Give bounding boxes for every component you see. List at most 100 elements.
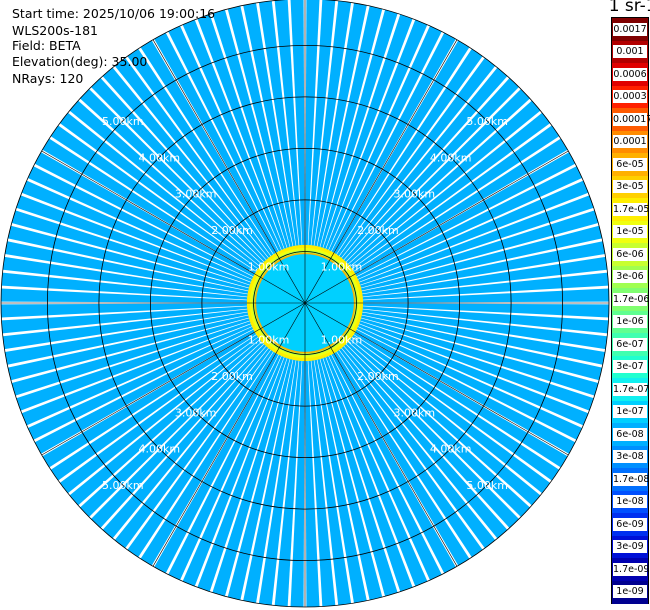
ray-wedge xyxy=(305,125,560,303)
ray-wedge xyxy=(305,241,606,303)
colorbar-tick-label: 3e-09 xyxy=(613,540,647,554)
start-time: Start time: 2025/10/06 19:00:16 xyxy=(12,6,216,21)
ray-wedge xyxy=(2,303,305,350)
ray-wedge xyxy=(197,14,305,303)
colorbar-tick-label: 1e-09 xyxy=(613,585,647,599)
ppi-plot: 1.00km 1.00km 1.00km 1.00km 2.00km 2.00km 2.00… xyxy=(0,0,610,608)
azimuth-spoke xyxy=(152,302,306,567)
ray-wedge xyxy=(305,100,541,304)
colorbar-tick-label: 1.7e-08 xyxy=(613,472,650,486)
ray-wedge xyxy=(274,0,305,303)
ray-wedge xyxy=(50,125,305,303)
ray-wedge xyxy=(258,303,305,606)
range-labels: 1.00km 1.00km 1.00km 1.00km 2.00km 2.00km 2.00… xyxy=(102,115,508,492)
ray-wedge xyxy=(305,0,336,303)
ray-wedge xyxy=(11,303,305,396)
ray-wedge xyxy=(59,112,306,303)
ray-wedge xyxy=(91,78,305,303)
azimuth-spoke xyxy=(304,39,458,304)
ray-wedge xyxy=(4,303,305,365)
range-ring-label: 5.00km xyxy=(466,115,508,128)
ray-wedge xyxy=(1,303,305,318)
ray-wedge xyxy=(305,303,336,607)
ray-wedge xyxy=(305,256,608,303)
range-ring-label: 3.00km xyxy=(175,188,217,201)
ray-wedge xyxy=(16,303,305,411)
ray-wedge xyxy=(69,303,306,506)
ray-wedge xyxy=(102,67,306,304)
ray-wedge xyxy=(305,288,609,303)
ray-wedge xyxy=(243,2,305,303)
ray-wedge xyxy=(7,225,305,303)
ray-wedge xyxy=(243,303,305,604)
ray-wedge xyxy=(114,303,305,549)
colorbar-tick-label: 6e-06 xyxy=(613,247,647,261)
range-ring-label: 1.00km xyxy=(248,333,290,346)
ray-wedge xyxy=(305,210,599,303)
ray-wedge xyxy=(305,0,352,303)
ray-wedge xyxy=(305,89,530,303)
ray-wedge xyxy=(258,0,305,303)
range-ring-label: 4.00km xyxy=(139,443,181,456)
ray-wedge xyxy=(305,303,496,549)
range-ring-label: 3.00km xyxy=(394,188,436,201)
ray-wedge xyxy=(114,57,305,304)
ray-wedge xyxy=(305,303,483,558)
colorbar-tick-label: 1.7e-07 xyxy=(613,382,650,396)
ray-wedge xyxy=(305,303,609,334)
ray-wedge xyxy=(305,0,320,303)
ray-wedge xyxy=(305,303,352,606)
colorbar: 0.0017 0.001 0.0006 0.0003 0.00017 0.0001 6e-0… xyxy=(611,17,650,604)
azimuth-spoke xyxy=(304,302,458,567)
ray-wedge xyxy=(102,303,306,539)
azimuth-spoke xyxy=(304,302,569,456)
colorbar-tick-label: 3e-08 xyxy=(613,450,647,464)
range-ring-label: 4.00km xyxy=(430,443,472,456)
range-ring-label: 2.00km xyxy=(211,370,253,383)
ray-wedge xyxy=(91,303,305,528)
ray-wedge xyxy=(305,303,599,396)
colorbar-tick-label: 0.0017 xyxy=(613,22,647,36)
ray-wedge xyxy=(1,288,305,303)
range-ring-label: 5.00km xyxy=(102,115,144,128)
range-ring-label: 2.00km xyxy=(357,224,399,237)
ray-wedge xyxy=(305,303,603,381)
ray-wedge xyxy=(16,195,305,303)
ray-wedge xyxy=(305,303,606,365)
range-ring-label: 3.00km xyxy=(175,406,217,419)
ray-wedge xyxy=(305,57,496,304)
ray-wedge xyxy=(305,14,413,303)
colorbar-tick-label: 0.0006 xyxy=(613,67,647,81)
colorbar-tick-label: 6e-08 xyxy=(613,427,647,441)
ray-wedge xyxy=(127,48,305,303)
elevation: Elevation(deg): 35.00 xyxy=(12,54,148,69)
field-name: Field: BETA xyxy=(12,38,81,53)
range-grid xyxy=(0,0,610,608)
range-ring-label: 1.00km xyxy=(321,261,363,274)
ray-wedge xyxy=(305,303,551,494)
ray-wedge xyxy=(305,303,383,601)
colorbar-tick-label: 1e-05 xyxy=(613,225,647,239)
ray-wedge xyxy=(305,225,603,303)
ray-wedge xyxy=(50,303,305,481)
ray-wedge xyxy=(1,272,306,303)
azimuth-spoke xyxy=(304,150,569,304)
range-ring-label: 3.00km xyxy=(394,406,436,419)
ray-wedge xyxy=(212,9,305,303)
ray-wedge xyxy=(197,303,305,592)
colorbar-tick-label: 3e-07 xyxy=(613,360,647,374)
ray-wedge xyxy=(290,0,305,303)
range-ring-label: 5.00km xyxy=(466,479,508,492)
ray-wedge xyxy=(305,272,609,303)
colorbar-tick-label: 0.0001 xyxy=(613,135,647,149)
ray-wedge xyxy=(305,2,367,303)
ray-wedge xyxy=(305,303,541,506)
nrays: NRays: 120 xyxy=(12,71,84,86)
ray-wedge xyxy=(305,303,508,539)
colorbar-tick-label: 6e-09 xyxy=(613,517,647,531)
colorbar-tick-label: 1e-06 xyxy=(613,315,647,329)
colorbar-tick-label: 6e-07 xyxy=(613,337,647,351)
ray-wedge xyxy=(80,303,305,517)
ray-wedge xyxy=(305,303,530,517)
ray-wedge xyxy=(305,303,320,607)
